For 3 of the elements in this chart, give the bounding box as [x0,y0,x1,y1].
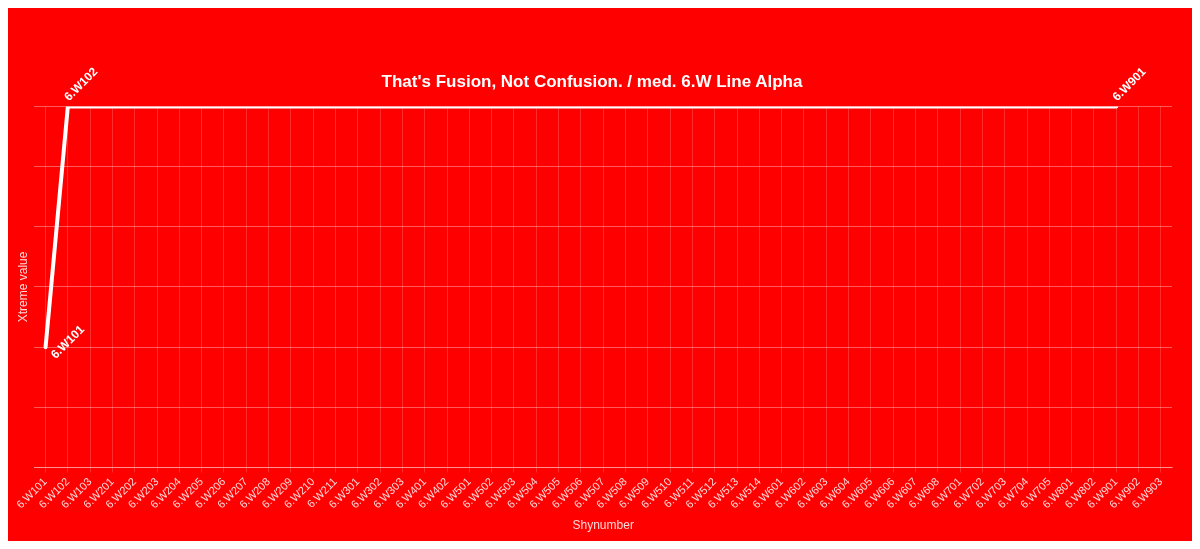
y-axis-title: Xtreme value [15,251,30,323]
x-axis-title: Shynumber [572,518,634,533]
chart-title: That's Fusion, Not Confusion. / med. 6.W Line Alpha [381,71,803,91]
